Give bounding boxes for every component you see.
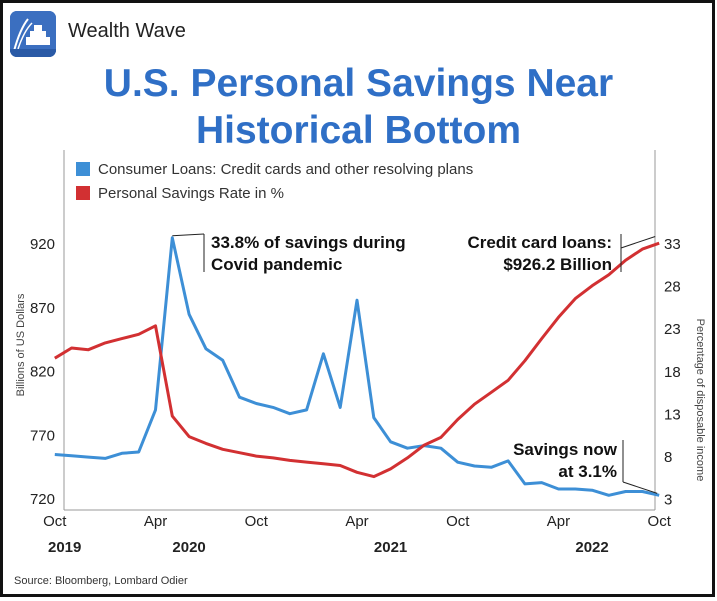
x-tick-label: Oct [446, 513, 470, 530]
annotation-credit-pointer [620, 236, 656, 249]
annotation-savings-text: Savings now [513, 440, 618, 459]
y-right-tick-label: 13 [664, 406, 681, 423]
x-year-label: 2021 [374, 539, 407, 556]
y-right-axis-title: Percentage of disposable income [694, 319, 706, 482]
y-right-tick-label: 8 [664, 449, 672, 466]
y-left-tick-label: 720 [30, 491, 55, 508]
y-left-tick-label: 820 [30, 364, 55, 381]
chart-title-line-1: U.S. Personal Savings Near [103, 62, 614, 105]
legend-swatch [76, 162, 90, 176]
consumer-loans-line [54, 236, 660, 497]
chart-title: U.S. Personal Savings Near Historical Bo… [0, 60, 717, 154]
annotation-covid-text: Covid pandemic [211, 255, 342, 274]
annotation-savings-pointer [622, 481, 658, 494]
y-right-tick-label: 33 [664, 236, 681, 253]
y-left-tick-label: 870 [30, 300, 55, 317]
y-right-tick-label: 18 [664, 364, 681, 381]
annotation-savings-text: at 3.1% [558, 462, 617, 481]
y-right-tick-label: 28 [664, 279, 681, 296]
x-tick-label: Oct [648, 513, 672, 530]
y-right-tick-label: 23 [664, 321, 681, 338]
brand-name: Wealth Wave [68, 20, 186, 42]
x-year-label: 2022 [575, 539, 608, 556]
source-note: Source: Bloomberg, Lombard Odier [14, 575, 188, 587]
legend-label: Personal Savings Rate in % [98, 185, 284, 202]
plot-area: Consumer Loans: Credit cards and other r… [15, 150, 706, 556]
x-tick-label: Apr [345, 513, 368, 530]
savings-rate-line [54, 241, 660, 479]
x-tick-label: Apr [144, 513, 167, 530]
annotation-covid-pointer [172, 233, 205, 237]
y-left-axis-title: Billions of US Dollars [15, 293, 27, 396]
x-tick-label: Apr [547, 513, 570, 530]
x-tick-label: Oct [245, 513, 269, 530]
y-left-tick-label: 920 [30, 236, 55, 253]
legend-swatch [76, 186, 90, 200]
annotation-credit-text: Credit card loans: [467, 233, 612, 252]
x-year-label: 2019 [48, 539, 81, 556]
x-year-label: 2020 [172, 539, 205, 556]
annotation-covid-text: 33.8% of savings during [211, 233, 406, 252]
legend-label: Consumer Loans: Credit cards and other r… [98, 161, 473, 178]
annotation-credit-text: $926.2 Billion [503, 255, 612, 274]
chart-title-line-2: Historical Bottom [195, 109, 522, 152]
x-tick-label: Oct [43, 513, 67, 530]
y-right-tick-label: 3 [664, 492, 672, 509]
y-left-tick-label: 770 [30, 427, 55, 444]
wealth-wave-logo-icon [10, 11, 56, 57]
